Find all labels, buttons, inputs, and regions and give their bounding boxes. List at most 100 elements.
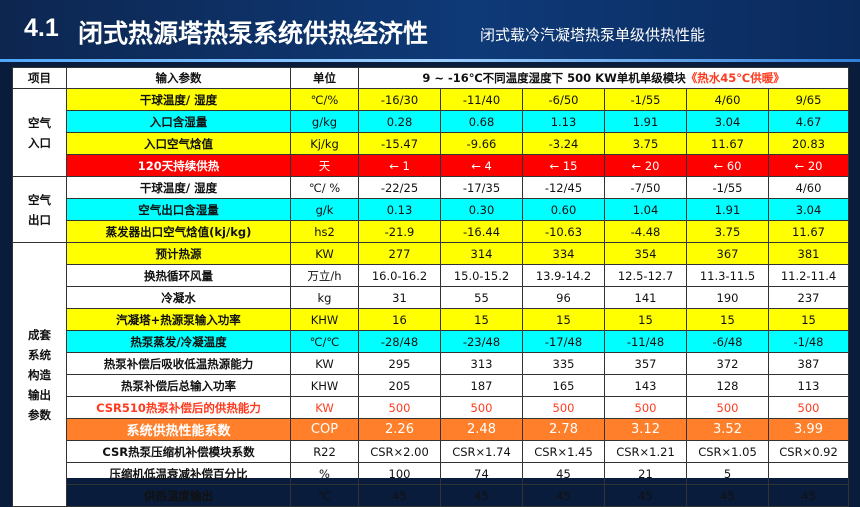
value-cell: 15 — [522, 308, 605, 331]
value-cell: -12/45 — [522, 176, 605, 199]
value-cell: 45 — [440, 484, 523, 507]
table-row: 冷凝水 kg 31 55 96 141 190 237 — [13, 286, 850, 309]
value-cell: 11.2-11.4 — [767, 264, 850, 287]
value-cell: 45 — [604, 484, 687, 507]
slide-title: 闭式热源塔热泵系统供热经济性 — [78, 19, 429, 48]
value-cell: 45 — [522, 462, 605, 485]
value-cell: 387 — [767, 352, 850, 375]
value-cell: 500 — [440, 396, 523, 419]
unit-cell: 万立/h — [290, 264, 359, 287]
value-cell: 11.67 — [686, 132, 769, 155]
value-cell: 3.04 — [686, 110, 769, 133]
value-cell: 335 — [522, 352, 605, 375]
value-cell: 11.3-11.5 — [686, 264, 769, 287]
value-cell: 143 — [604, 374, 687, 397]
param-cell: 预计热源 — [66, 242, 291, 265]
table-row: 热泵蒸发/冷凝温度 ℃/℃ -28/48 -23/48 -17/48 -11/48 -6/4… — [13, 330, 850, 353]
unit-cell: KW — [290, 396, 359, 419]
value-cell: 190 — [686, 286, 769, 309]
table-header-row: 项目 输入参数 单位 9 ~ -16℃不同温度湿度下 500 KW单机单级模块《… — [12, 67, 850, 89]
value-cell: CSR×1.74 — [440, 440, 523, 463]
value-cell: 45 — [686, 484, 769, 507]
value-cell: 295 — [358, 352, 441, 375]
value-cell: 0.68 — [440, 110, 523, 133]
value-cell: -9.66 — [440, 132, 523, 155]
value-cell: 205 — [358, 374, 441, 397]
value-cell: 4/60 — [767, 176, 850, 199]
value-cell: 3.04 — [767, 198, 850, 221]
param-cell: 换热循环风量 — [66, 264, 291, 287]
value-cell: -17/48 — [522, 330, 605, 353]
value-cell: 0.13 — [358, 198, 441, 221]
table-row: 供热温度输出 ℃ 45 45 45 45 45 45 — [13, 484, 850, 507]
value-cell: -22/25 — [358, 176, 441, 199]
value-cell: 45 — [767, 484, 850, 507]
table-row: 120天持续供热天 ← 1 ← 4 ← 15 ← 20 ← 60 ← 20 — [13, 154, 850, 177]
value-cell: 187 — [440, 374, 523, 397]
unit-cell: KHW — [290, 374, 359, 397]
table-row: 入口含湿量 g/kg 0.28 0.68 1.13 1.91 3.04 4.67 — [13, 110, 850, 133]
param-cell: CSR热泵压缩机补偿模块系数 — [66, 440, 291, 463]
param-cell: 冷凝水 — [66, 286, 291, 309]
param-cell: 干球温度/ 湿度 — [66, 176, 291, 199]
unit-cell: ℃/℃ — [290, 330, 359, 353]
value-cell: 16 — [358, 308, 441, 331]
param-cell: 热泵蒸发/冷凝温度 — [66, 330, 291, 353]
value-cell: -16/30 — [358, 88, 441, 111]
value-cell: 128 — [686, 374, 769, 397]
table-row: 汽凝塔+热源泵输入功率 KHW 16 15 15 15 15 15 — [13, 308, 850, 331]
value-cell: 237 — [767, 286, 850, 309]
table-row: CSR510热泵补偿后的供热能力 KW 500 500 500 500 500 500 — [13, 396, 850, 419]
value-cell: 2.78 — [522, 418, 605, 441]
value-cell: 1.91 — [686, 198, 769, 221]
header-conditions-text: 9 ~ -16℃不同温度湿度下 500 KW单机单级模块 — [422, 71, 686, 85]
value-cell: 3.12 — [604, 418, 687, 441]
unit-cell: KW — [290, 352, 359, 375]
value-cell: -4.48 — [604, 220, 687, 243]
param-cell: 系统供热性能系数 — [66, 418, 291, 441]
value-cell: -17/35 — [440, 176, 523, 199]
value-cell: -11/48 — [604, 330, 687, 353]
group-label: 空气 入口 — [12, 88, 67, 177]
value-cell: CSR×0.92 — [767, 440, 850, 463]
value-cell: 277 — [358, 242, 441, 265]
value-cell: -28/48 — [358, 330, 441, 353]
unit-cell: ℃ — [290, 484, 359, 507]
value-cell: 4/60 — [686, 88, 769, 111]
value-cell: CSR×1.21 — [604, 440, 687, 463]
unit-cell: COP — [290, 418, 359, 441]
unit-cell: g/k — [290, 198, 359, 221]
table-row: 换热循环风量 万立/h 16.0-16.2 15.0-15.2 13.9-14.2 12.… — [13, 264, 850, 287]
slide-subtitle: 闭式载冷汽凝塔热泵单级供热性能 — [480, 26, 706, 44]
value-cell: 74 — [440, 462, 523, 485]
value-cell: 31 — [358, 286, 441, 309]
value-cell: 500 — [686, 396, 769, 419]
group-label: 空气 出口 — [12, 176, 67, 243]
header-conditions-highlight: 《热水45℃供暖》 — [685, 71, 785, 85]
value-cell: -1/55 — [604, 88, 687, 111]
value-cell: 96 — [522, 286, 605, 309]
value-cell: 113 — [767, 374, 850, 397]
value-cell: 2.26 — [358, 418, 441, 441]
table-row: 系统供热性能系数 COP 2.26 2.48 2.78 3.12 3.52 3.99 — [13, 418, 850, 441]
value-cell: 3.75 — [686, 220, 769, 243]
unit-cell: R22 — [290, 440, 359, 463]
value-cell: 313 — [440, 352, 523, 375]
value-cell: 100 — [358, 462, 441, 485]
value-cell: 15 — [440, 308, 523, 331]
value-cell: 4.67 — [767, 110, 850, 133]
table-row: 热泵补偿后总输入功率 KHW 205 187 165 143 128 113 — [13, 374, 850, 397]
table-row: CSR热泵压缩机补偿模块系数 R22 CSR×2.00 CSR×1.74 CSR×1.4… — [13, 440, 850, 463]
header-divider — [0, 59, 860, 62]
section-number: 4.1 — [24, 14, 59, 42]
slide-header: 4.1 闭式热源塔热泵系统供热经济性 闭式载冷汽凝塔热泵单级供热性能 — [0, 0, 860, 62]
value-cell: 20.83 — [767, 132, 850, 155]
value-cell: 16.0-16.2 — [358, 264, 441, 287]
table-row: 空气出口含湿量 g/k 0.13 0.30 0.60 1.04 1.91 3.04 — [13, 198, 850, 221]
param-cell: 入口空气焓值 — [66, 132, 291, 155]
value-cell: 21 — [604, 462, 687, 485]
value-cell: CSR×1.05 — [686, 440, 769, 463]
value-cell: 13.9-14.2 — [522, 264, 605, 287]
value-cell: -16.44 — [440, 220, 523, 243]
value-cell: 9/65 — [767, 88, 850, 111]
